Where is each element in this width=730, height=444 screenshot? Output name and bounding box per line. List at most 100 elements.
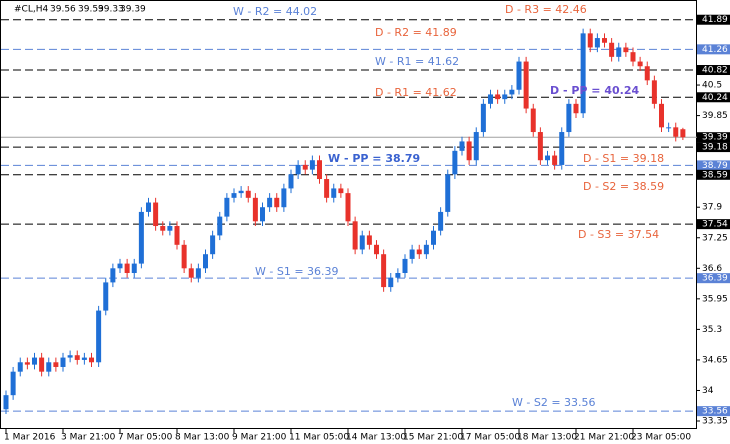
annotation: D - PP = 40.24 — [550, 84, 639, 97]
level-label: 36.39 — [702, 274, 728, 284]
y-tick-label: 35.3 — [702, 325, 722, 335]
candle-body — [324, 179, 330, 198]
level-label: 37.54 — [702, 220, 728, 230]
annotation: D - S2 = 38.59 — [583, 180, 664, 193]
candle-body — [445, 174, 451, 212]
level-box — [697, 160, 730, 171]
candle-body — [623, 47, 629, 53]
candle-body — [117, 263, 123, 269]
candle-body — [252, 197, 258, 222]
candle-body — [210, 235, 216, 255]
candle-body — [580, 33, 586, 114]
level-label: 39.18 — [702, 143, 728, 153]
candle-body — [480, 103, 486, 133]
level-box — [697, 65, 730, 76]
candle-body — [288, 174, 294, 189]
symbol: #CL,H4 — [14, 5, 48, 15]
x-tick-label: 7 Mar 05:00 — [118, 433, 173, 443]
candle-body — [203, 254, 208, 269]
level-box — [697, 44, 730, 55]
candle-body — [523, 61, 529, 109]
candle-body — [309, 160, 315, 170]
level-box — [697, 14, 730, 25]
candle-body — [317, 160, 322, 180]
candle-body — [395, 273, 401, 278]
candle-body — [331, 188, 337, 198]
candle-body — [245, 190, 251, 198]
candle-body — [39, 357, 45, 372]
candle-body — [3, 395, 9, 410]
candle-body — [402, 258, 408, 273]
candle-body — [260, 207, 265, 222]
ohlc-low: 39.33 — [98, 5, 124, 15]
y-tick-label: 40.5 — [702, 81, 722, 91]
annotation: W - R1 = 41.62 — [375, 55, 459, 68]
level-label: 33.56 — [702, 407, 728, 417]
annotation: W - R2 = 44.02 — [233, 5, 317, 18]
candle-body — [10, 371, 16, 396]
candle-body — [281, 188, 287, 208]
candle-body — [60, 357, 66, 367]
candle-body — [46, 362, 52, 372]
candle-body — [416, 249, 422, 255]
candle-body — [153, 202, 159, 227]
annotation: D - R2 = 41.89 — [375, 26, 457, 39]
x-tick-label: 11 Mar 05:00 — [289, 433, 349, 443]
x-tick-label: 3 Mar 21:00 — [61, 433, 116, 443]
candle-body — [24, 362, 30, 365]
candle-body — [74, 355, 80, 360]
candle-body — [388, 277, 394, 288]
candle-body — [594, 38, 600, 48]
level-label: 40.82 — [702, 66, 728, 76]
candle-body — [224, 197, 230, 217]
x-tick-label: 18 Mar 13:00 — [517, 433, 577, 443]
candle-body — [673, 127, 679, 137]
candle-body — [274, 197, 280, 208]
candle-body — [374, 244, 379, 255]
candle-body — [238, 190, 244, 194]
candle-body — [174, 226, 180, 245]
candle-body — [110, 268, 116, 283]
candle-body — [160, 226, 166, 231]
candle-body — [302, 164, 308, 170]
candle-body — [431, 230, 436, 245]
candle-body — [545, 155, 550, 161]
annotation: W - PP = 38.79 — [328, 152, 420, 165]
candle-body — [146, 202, 151, 212]
y-tick-label: 37.9 — [702, 203, 722, 213]
candle-body — [609, 42, 615, 57]
candle-body — [381, 254, 387, 288]
candle-body — [680, 129, 686, 138]
candle-body — [124, 263, 130, 273]
candle-body — [181, 244, 187, 269]
level-box — [697, 92, 730, 103]
candle-body — [409, 249, 415, 259]
candle-body — [644, 66, 650, 81]
candle-body — [566, 103, 572, 133]
candle-body — [516, 61, 522, 90]
candle-body — [659, 103, 664, 128]
candle-body — [488, 94, 493, 104]
y-tick-label: 33.35 — [702, 417, 728, 427]
ohlc-high: 39.59 — [78, 5, 104, 15]
y-tick-label: 37.25 — [702, 233, 728, 243]
level-label: 41.89 — [702, 15, 728, 25]
y-tick-label: 36.6 — [702, 264, 722, 274]
candle-body — [509, 89, 515, 95]
candle-body — [573, 103, 579, 114]
annotation: D - S3 = 37.54 — [578, 228, 659, 241]
candle-body — [345, 193, 351, 222]
candle-body — [616, 47, 622, 57]
candle-body — [32, 357, 37, 365]
level-label: 38.59 — [702, 170, 728, 180]
candle-body — [167, 226, 173, 231]
candle-body — [459, 141, 465, 151]
y-tick-label: 34.65 — [702, 355, 728, 365]
candle-body — [295, 164, 301, 175]
level-box — [697, 132, 730, 143]
candle-body — [559, 132, 565, 165]
candle-body — [359, 235, 365, 250]
x-tick-label: 1 Mar 2016 — [4, 433, 56, 443]
x-tick-label: 23 Mar 05:00 — [631, 433, 691, 443]
